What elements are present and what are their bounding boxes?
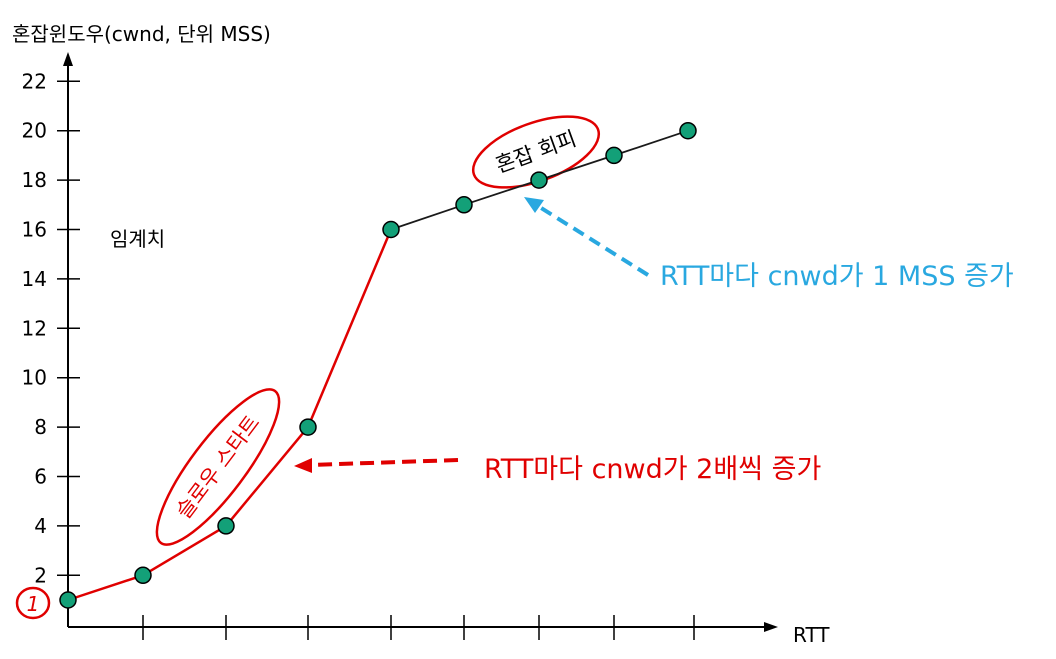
red-annotation: RTT마다 cnwd가 2배씩 증가: [484, 454, 821, 485]
y-tick-label: 6: [34, 465, 47, 489]
avoidance-segment: [463, 179, 540, 206]
data-point: [134, 566, 152, 585]
y-tick-label: 8: [34, 415, 47, 439]
y-tick-label: 22: [22, 69, 47, 93]
x-axis-label: RTT: [793, 623, 830, 647]
data-point: [59, 591, 77, 609]
y-tick-label: 14: [22, 267, 47, 291]
data-point: [679, 121, 697, 140]
data-point: [217, 517, 235, 535]
slow-start-segment: [67, 574, 144, 602]
y-tick-label: 18: [22, 168, 47, 192]
y-tick-label: 4: [34, 514, 47, 538]
slow-start-segment: [142, 524, 227, 577]
slow-start-segment: [225, 426, 309, 527]
blue-dashed-arrow: [536, 204, 650, 277]
slow-start-segment: [306, 229, 393, 428]
x-axis-arrow: [764, 622, 778, 632]
avoidance-segment: [390, 203, 465, 231]
y-tick-label: 16: [22, 218, 47, 242]
y-tick-label: 20: [22, 119, 47, 143]
blue-arrowhead: [524, 197, 544, 213]
slow-start-ellipse: [155, 388, 281, 546]
y-axis-label: 혼잡윈도우(cwnd, 단위 MSS): [12, 22, 271, 46]
initial-marker-label: 1: [27, 592, 40, 616]
data-point: [530, 171, 548, 189]
y-axis-arrow: [63, 52, 73, 66]
y-tick-label: 2: [34, 563, 47, 587]
initial-marker-ellipse: [15, 586, 51, 620]
data-point: [455, 196, 473, 214]
avoidance-segment: [613, 129, 689, 157]
y-tick-label: 12: [22, 316, 47, 340]
data-point: [605, 146, 623, 165]
cwnd-series: [59, 121, 697, 609]
x-ticks: [142, 615, 695, 640]
red-arrowhead: [294, 458, 312, 473]
threshold-label: 임계치: [110, 227, 165, 251]
blue-annotation: RTT마다 cnwd가 1 MSS 증가: [660, 261, 1014, 292]
data-point: [299, 418, 317, 436]
y-ticks: 2 4 6 8 10 12 14 16 18 20 22: [22, 69, 80, 587]
red-dashed-arrow: [309, 458, 459, 467]
data-point: [382, 220, 400, 239]
avoidance-segment: [538, 154, 615, 181]
y-tick-label: 10: [22, 366, 47, 390]
